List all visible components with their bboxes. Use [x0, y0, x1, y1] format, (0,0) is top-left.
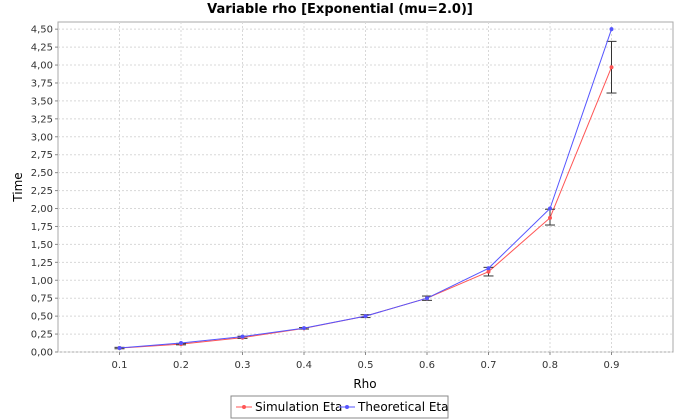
- x-tick-label: 0.6: [419, 360, 435, 371]
- legend-marker-theoretical: [345, 405, 349, 409]
- x-axis-ticks: 0.1 0.2 0.3 0.4 0.5 0.6 0.7 0.8 0.9: [112, 352, 620, 371]
- x-tick-label: 0.3: [235, 360, 251, 371]
- y-tick-label: 1,25: [31, 258, 53, 269]
- legend-label-theoretical: Theoretical Eta: [357, 400, 449, 414]
- data-point-theoretical: [363, 314, 368, 319]
- data-point-theoretical: [548, 206, 552, 211]
- x-tick-label: 0.7: [481, 360, 497, 371]
- chart-title: Variable rho [Exponential (mu=2.0)]: [207, 2, 473, 17]
- x-axis-label: Rho: [353, 377, 376, 391]
- y-tick-label: 2,50: [31, 168, 53, 179]
- legend-marker-simulation: [242, 405, 246, 409]
- y-tick-label: 2,25: [31, 186, 53, 197]
- x-tick-label: 0.5: [358, 360, 374, 371]
- x-tick-label: 0.8: [542, 360, 558, 371]
- y-tick-label: 3,50: [31, 96, 53, 107]
- x-tick-label: 0.4: [296, 360, 312, 371]
- y-axis-label: Time: [11, 172, 25, 202]
- data-point-theoretical: [425, 296, 429, 301]
- y-tick-label: 2,00: [31, 204, 53, 215]
- y-tick-label: 1,50: [31, 240, 53, 251]
- y-tick-label: 3,00: [31, 132, 53, 143]
- data-point-theoretical: [240, 334, 245, 339]
- data-point-theoretical: [179, 341, 183, 346]
- grid-lines: [58, 22, 673, 353]
- y-tick-label: 4,25: [31, 43, 53, 54]
- x-tick-label: 0.9: [604, 360, 620, 371]
- y-tick-label: 3,25: [31, 114, 53, 125]
- y-axis-ticks: 0,00 0,25 0,50 0,75 1,00 1,25 1,50 1,75 2,00 2,25…: [31, 25, 58, 359]
- data-point-theoretical: [486, 266, 491, 271]
- y-tick-label: 0,75: [31, 294, 53, 305]
- x-tick-label: 0.1: [112, 360, 128, 371]
- y-tick-label: 0,25: [31, 330, 53, 341]
- x-tick-label: 0.2: [173, 360, 189, 371]
- data-point-theoretical: [609, 27, 614, 32]
- y-tick-label: 4,00: [31, 61, 53, 72]
- series-layer: [114, 27, 617, 351]
- data-point-simulation: [609, 65, 614, 70]
- legend: Simulation Eta Theoretical Eta: [230, 395, 449, 419]
- y-tick-label: 3,75: [31, 78, 53, 89]
- y-tick-label: 1,00: [31, 276, 53, 287]
- data-point-simulation: [548, 215, 552, 220]
- data-point-simulation: [486, 269, 491, 274]
- y-tick-label: 0,00: [31, 348, 53, 359]
- y-tick-label: 1,75: [31, 222, 53, 233]
- y-tick-label: 0,50: [31, 312, 53, 323]
- y-tick-label: 2,75: [31, 150, 53, 161]
- y-tick-label: 4,50: [31, 25, 53, 36]
- legend-label-simulation: Simulation Eta: [255, 400, 342, 414]
- data-point-theoretical: [302, 326, 306, 331]
- data-point-theoretical: [117, 345, 122, 350]
